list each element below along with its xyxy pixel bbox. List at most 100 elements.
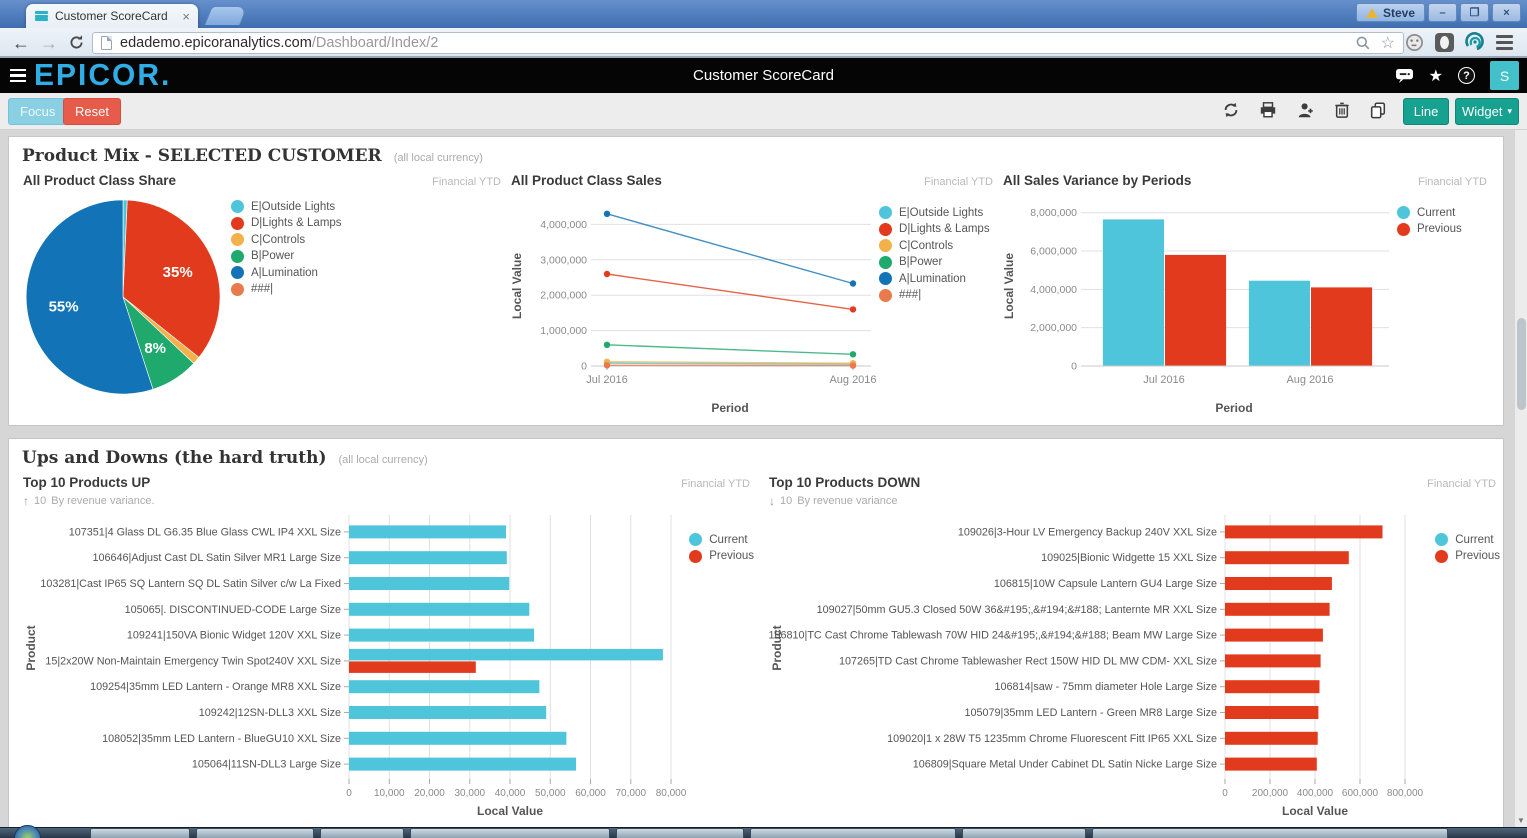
svg-text:103281|Cast IP65 SQ Lantern SQ: 103281|Cast IP65 SQ Lantern SQ DL Satin … xyxy=(40,578,341,590)
taskbar-item[interactable] xyxy=(90,828,190,838)
minimize-button[interactable]: – xyxy=(1428,3,1457,22)
svg-text:10,000: 10,000 xyxy=(374,788,405,799)
browser-tab[interactable]: Customer ScoreCard × xyxy=(26,4,198,28)
bookmark-star-icon[interactable]: ☆ xyxy=(1380,35,1395,52)
svg-text:4,000,000: 4,000,000 xyxy=(540,219,587,231)
product-mix-card: Product Mix - SELECTED CUSTOMER (all loc… xyxy=(8,136,1504,426)
reload-icon[interactable] xyxy=(68,34,85,56)
address-bar[interactable]: edademo.epicoranalytics.com/Dashboard/In… xyxy=(92,32,1404,54)
zoom-icon[interactable] xyxy=(1355,35,1371,51)
taskbar-item[interactable] xyxy=(750,828,956,838)
legend-item: Previous xyxy=(689,549,754,563)
legend-item: C|Controls xyxy=(231,233,342,246)
section-title: Product Mix - SELECTED CUSTOMER xyxy=(22,146,382,166)
legend-dot-icon xyxy=(879,239,893,252)
legend-item: E|Outside Lights xyxy=(231,200,342,213)
taskbar-item[interactable] xyxy=(320,828,404,838)
legend-item: Current xyxy=(1435,533,1500,546)
subtitle-text: By revenue variance xyxy=(797,495,898,507)
svg-text:Aug 2016: Aug 2016 xyxy=(829,374,876,386)
svg-text:70,000: 70,000 xyxy=(616,788,647,799)
taskbar-item[interactable] xyxy=(616,828,744,838)
chat-icon[interactable] xyxy=(1395,68,1414,84)
close-button[interactable]: × xyxy=(1492,3,1521,22)
profile-button[interactable]: Steve xyxy=(1355,3,1425,22)
add-user-icon[interactable] xyxy=(1296,101,1315,119)
legend-dot-icon xyxy=(689,549,703,563)
star-icon[interactable]: ★ xyxy=(1428,67,1443,85)
emoji-extension-icon[interactable] xyxy=(1405,33,1424,52)
profile-name: Steve xyxy=(1382,5,1415,20)
svg-text:15|2x20W Non-Maintain Emergenc: 15|2x20W Non-Maintain Emergency Twin Spo… xyxy=(45,655,341,667)
legend-item: E|Outside Lights xyxy=(879,206,990,219)
browser-navbar: ← → edademo.epicoranalytics.com/Dashboar… xyxy=(0,28,1527,58)
svg-text:105064|11SN-DLL3 Large Size: 105064|11SN-DLL3 Large Size xyxy=(192,759,341,771)
start-button[interactable] xyxy=(14,825,41,838)
top10-down-panel: Top 10 Products DOWN Financial YTD ↓ 10 … xyxy=(765,473,1502,828)
help-icon[interactable]: ? xyxy=(1458,67,1475,84)
svg-text:6,000,000: 6,000,000 xyxy=(1030,246,1077,258)
user-avatar[interactable]: S xyxy=(1490,61,1519,90)
pie-legend: E|Outside Lights D|Lights & Lamps C|Contro… xyxy=(231,200,342,402)
svg-text:3,000,000: 3,000,000 xyxy=(540,254,587,266)
reset-button[interactable]: Reset xyxy=(63,98,121,125)
variance-bar-chart: 0 2,000,000 4,000,000 6,000,000 8,000,000 Jul… xyxy=(1002,207,1390,415)
app-menu-icon[interactable] xyxy=(10,68,26,83)
svg-text:0: 0 xyxy=(581,361,587,373)
print-icon[interactable] xyxy=(1259,101,1277,119)
legend-dot-icon xyxy=(1397,222,1411,236)
pie-chart-panel: All Product Class Share Financial YTD 35… xyxy=(19,171,507,418)
tab-close-icon[interactable]: × xyxy=(182,8,190,24)
windows-taskbar xyxy=(0,825,1527,838)
back-icon[interactable]: ← xyxy=(12,33,30,53)
svg-text:2,000,000: 2,000,000 xyxy=(1030,322,1077,334)
trash-icon[interactable] xyxy=(1334,101,1350,119)
legend-dot-icon xyxy=(231,233,244,246)
chart-badge: Financial YTD xyxy=(681,478,750,490)
svg-text:40,000: 40,000 xyxy=(495,788,526,799)
page-title: Customer ScoreCard xyxy=(693,67,834,84)
chart-badge: Financial YTD xyxy=(432,176,502,188)
app-header: EPICOR. Customer ScoreCard ★ ? S xyxy=(0,58,1527,93)
legend-item: D|Lights & Lamps xyxy=(879,222,990,236)
svg-text:109027|50mm GU5.3 Closed 50W 3: 109027|50mm GU5.3 Closed 50W 36&#195;‚&#… xyxy=(817,604,1217,616)
svg-text:4,000,000: 4,000,000 xyxy=(1030,284,1077,296)
line-button[interactable]: Line xyxy=(1403,98,1449,125)
svg-text:Local Value: Local Value xyxy=(477,804,543,818)
menu-icon[interactable] xyxy=(1496,34,1513,50)
chart-badge: Financial YTD xyxy=(924,176,994,188)
scrollbar-thumb[interactable] xyxy=(1516,318,1526,410)
page-scrollbar[interactable]: ▼ xyxy=(1514,130,1527,838)
legend-item: A|Lumination xyxy=(231,266,342,279)
scroll-down-icon[interactable]: ▼ xyxy=(1517,816,1525,825)
subtitle-count: 10 xyxy=(780,495,793,507)
chart-title: All Product Class Sales xyxy=(511,173,662,188)
svg-text:Jul 2016: Jul 2016 xyxy=(1143,374,1185,386)
taskbar-item[interactable] xyxy=(962,828,1086,838)
line-chart-panel: All Product Class Sales Financial YTD 0 1… xyxy=(507,171,999,418)
svg-text:400,000: 400,000 xyxy=(1297,788,1334,799)
copy-icon[interactable] xyxy=(1369,101,1387,119)
dark-extension-icon[interactable] xyxy=(1435,32,1454,52)
taskbar-item[interactable] xyxy=(196,828,314,838)
legend-dot-icon xyxy=(231,266,244,279)
svg-text:106809|Square Metal Under Cabi: 106809|Square Metal Under Cabinet DL Sat… xyxy=(913,759,1217,771)
restore-button[interactable]: ❐ xyxy=(1460,3,1489,22)
refresh-icon[interactable] xyxy=(1222,101,1240,119)
legend-item: A|Lumination xyxy=(879,272,990,285)
section-subtitle: (all local currency) xyxy=(338,454,428,466)
svg-text:Local Value: Local Value xyxy=(1002,253,1016,319)
epicor-extension-icon[interactable] xyxy=(1465,32,1485,52)
taskbar-item[interactable] xyxy=(1092,828,1448,838)
dashboard-toolbar: Focus Reset Line Widget ▾ xyxy=(0,93,1527,130)
svg-text:109026|3-Hour LV Emergency Bac: 109026|3-Hour LV Emergency Backup 240V X… xyxy=(958,526,1217,538)
new-tab-button[interactable] xyxy=(204,6,248,25)
focus-button[interactable]: Focus xyxy=(8,98,68,125)
variance-legend: Current Previous xyxy=(1397,206,1462,418)
svg-text:Aug 2016: Aug 2016 xyxy=(1286,374,1333,386)
line-legend: E|Outside Lights D|Lights & Lamps C|Contro… xyxy=(879,206,990,418)
widget-button[interactable]: Widget ▾ xyxy=(1455,98,1519,125)
taskbar-item[interactable] xyxy=(410,828,610,838)
legend-dot-icon xyxy=(1397,206,1411,219)
forward-icon[interactable]: → xyxy=(40,33,58,53)
